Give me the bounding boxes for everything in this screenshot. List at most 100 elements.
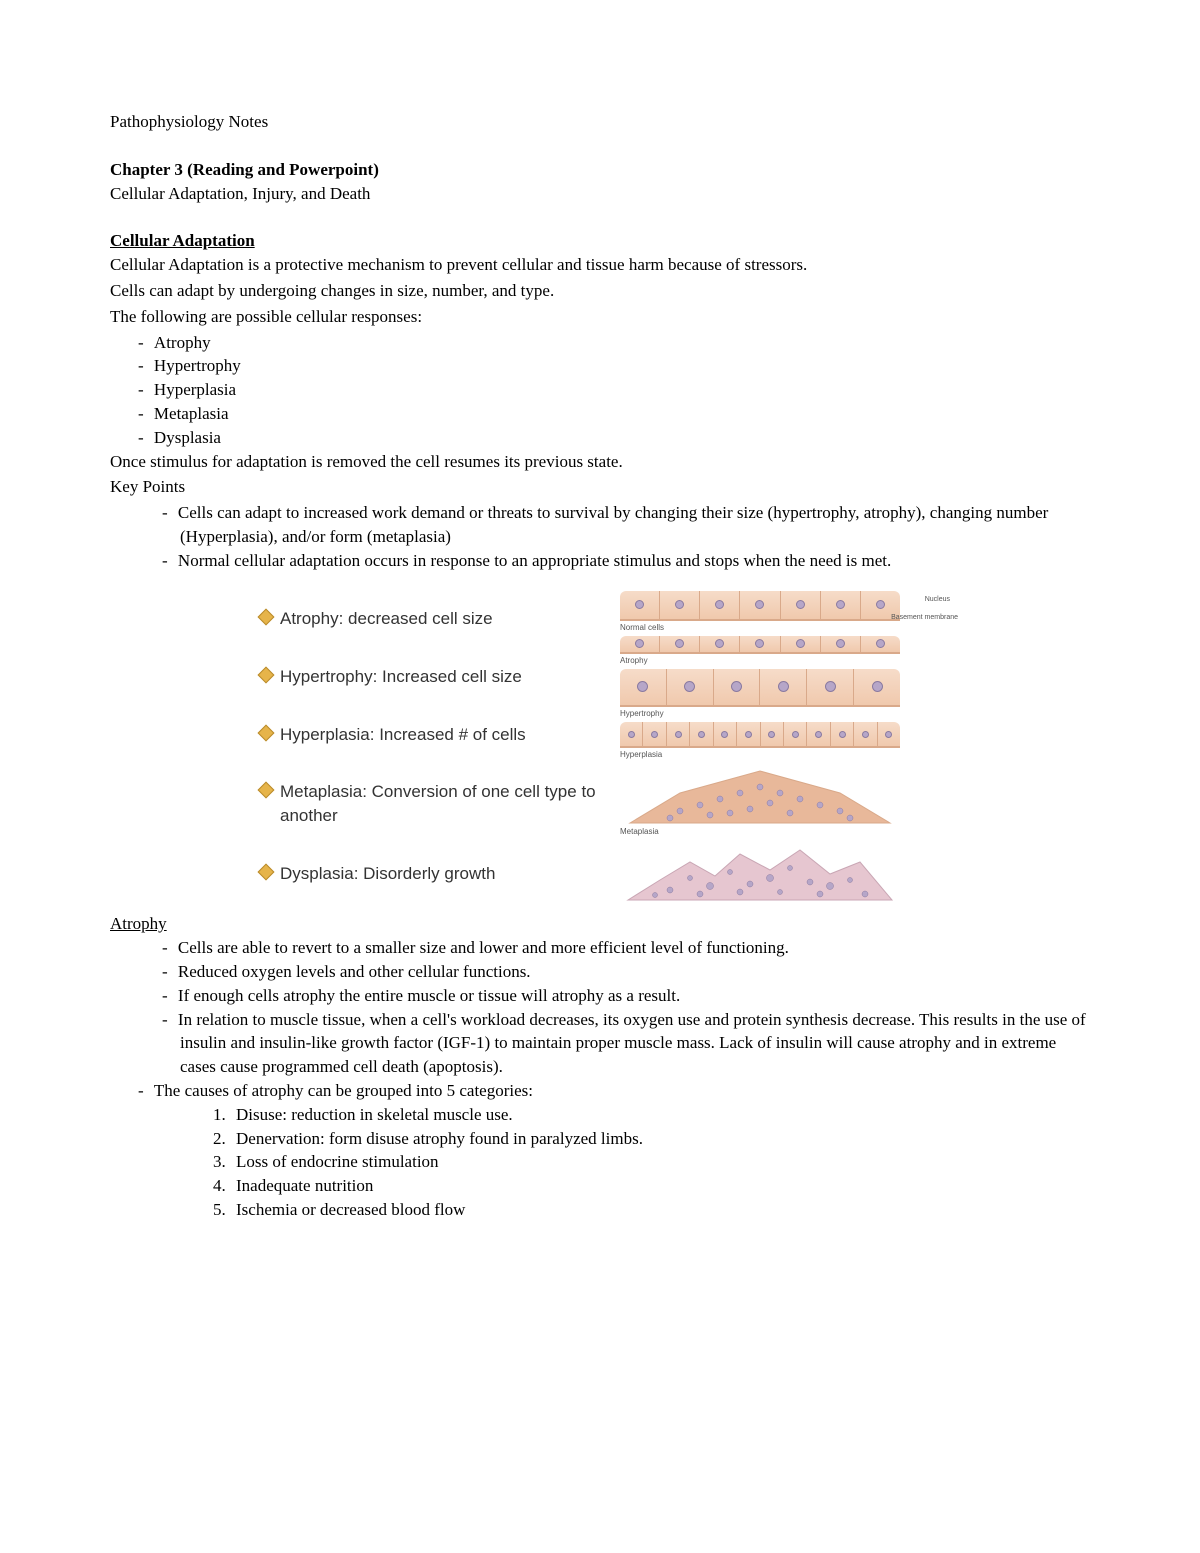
definition-dysplasia: Dysplasia: Disorderly growth: [260, 862, 600, 886]
diamond-bullet-icon: [258, 863, 275, 880]
paragraph: The following are possible cellular resp…: [110, 305, 1090, 329]
definition-text: Metaplasia: Conversion of one cell type …: [280, 780, 600, 828]
cell: [878, 722, 900, 746]
metaplasia-mound-icon: [620, 763, 900, 825]
nucleus-icon: [768, 731, 775, 738]
nucleus-icon: [675, 600, 684, 609]
atrophy-causes-list: Disuse: reduction in skeletal muscle use…: [110, 1103, 1090, 1222]
cells-atrophy: Atrophy: [620, 636, 900, 666]
keypoints-list: Cells can adapt to increased work demand…: [110, 501, 1090, 572]
cell: [854, 722, 877, 746]
nucleus-icon: [872, 681, 883, 692]
definition-atrophy: Atrophy: decreased cell size: [260, 607, 600, 631]
definition-metaplasia: Metaplasia: Conversion of one cell type …: [260, 780, 600, 828]
legend-nucleus: Nucleus: [925, 595, 950, 605]
diamond-bullet-icon: [258, 724, 275, 741]
nucleus-icon: [796, 639, 805, 648]
nucleus-icon: [635, 600, 644, 609]
nucleus-icon: [745, 731, 752, 738]
cells-metaplasia: Metaplasia: [620, 763, 900, 837]
cell: [807, 722, 830, 746]
nucleus-icon: [755, 639, 764, 648]
list-item: Inadequate nutrition: [230, 1174, 1090, 1198]
cell: [807, 669, 854, 705]
section-heading-cellular-adaptation: Cellular Adaptation: [110, 229, 1090, 253]
cell: [740, 636, 780, 652]
cell: [861, 636, 900, 652]
definition-hypertrophy: Hypertrophy: Increased cell size: [260, 665, 600, 689]
chapter-subtitle: Cellular Adaptation, Injury, and Death: [110, 182, 1090, 206]
list-item: The causes of atrophy can be grouped int…: [156, 1079, 1090, 1103]
nucleus-icon: [839, 731, 846, 738]
cell: [737, 722, 760, 746]
nucleus-icon: [876, 600, 885, 609]
cells-normal: Nucleus Basement membrane Normal cells: [620, 591, 900, 633]
list-item: Normal cellular adaptation occurs in res…: [180, 549, 1090, 573]
cell: [660, 591, 700, 619]
nucleus-icon: [628, 731, 635, 738]
list-item: Denervation: form disuse atrophy found i…: [230, 1127, 1090, 1151]
nucleus-icon: [731, 681, 742, 692]
nucleus-icon: [885, 731, 892, 738]
atrophy-bullets: Cells are able to revert to a smaller si…: [110, 936, 1090, 1079]
diamond-bullet-icon: [258, 609, 275, 626]
cell: [821, 636, 861, 652]
cells-hypertrophy: Hypertrophy: [620, 669, 900, 719]
cells-column: Nucleus Basement membrane Normal cells A…: [620, 591, 900, 903]
nucleus-icon: [675, 639, 684, 648]
row-label: Metaplasia: [620, 826, 900, 837]
list-item: Cells are able to revert to a smaller si…: [180, 936, 1090, 960]
nucleus-icon: [684, 681, 695, 692]
cell: [643, 722, 666, 746]
adaptation-diagram: Atrophy: decreased cell size Hypertrophy…: [110, 591, 1090, 903]
cell: [714, 722, 737, 746]
cell: [667, 722, 690, 746]
list-item: Ischemia or decreased blood flow: [230, 1198, 1090, 1222]
list-item: Hyperplasia: [156, 378, 1090, 402]
nucleus-icon: [815, 731, 822, 738]
cell: [690, 722, 713, 746]
chapter-title: Chapter 3 (Reading and Powerpoint): [110, 158, 1090, 182]
list-item: Cells can adapt to increased work demand…: [180, 501, 1090, 549]
row-label: Normal cells: [620, 622, 900, 633]
cell: [761, 722, 784, 746]
cell: [700, 636, 740, 652]
definition-text: Dysplasia: Disorderly growth: [280, 862, 495, 886]
list-item: Loss of endocrine stimulation: [230, 1150, 1090, 1174]
nucleus-icon: [792, 731, 799, 738]
nucleus-icon: [637, 681, 648, 692]
keypoints-label: Key Points: [110, 475, 1090, 499]
list-item: Hypertrophy: [156, 354, 1090, 378]
definition-text: Hypertrophy: Increased cell size: [280, 665, 522, 689]
cell: [740, 591, 780, 619]
cell: [781, 636, 821, 652]
list-item: Reduced oxygen levels and other cellular…: [180, 960, 1090, 984]
cells-hyperplasia: Hyperplasia: [620, 722, 900, 760]
list-item: Metaplasia: [156, 402, 1090, 426]
definition-hyperplasia: Hyperplasia: Increased # of cells: [260, 723, 600, 747]
nucleus-icon: [715, 600, 724, 609]
list-item: In relation to muscle tissue, when a cel…: [180, 1008, 1090, 1079]
cell: [714, 669, 761, 705]
nucleus-icon: [836, 639, 845, 648]
cell: [831, 722, 854, 746]
nucleus-icon: [796, 600, 805, 609]
diamond-bullet-icon: [258, 782, 275, 799]
cells-dysplasia: [620, 840, 900, 902]
list-item: If enough cells atrophy the entire muscl…: [180, 984, 1090, 1008]
cell: [700, 591, 740, 619]
nucleus-icon: [876, 639, 885, 648]
nucleus-icon: [862, 731, 869, 738]
list-item: Disuse: reduction in skeletal muscle use…: [230, 1103, 1090, 1127]
nucleus-icon: [778, 681, 789, 692]
nucleus-icon: [825, 681, 836, 692]
paragraph: Cells can adapt by undergoing changes in…: [110, 279, 1090, 303]
row-label: Hypertrophy: [620, 708, 900, 719]
cell: [760, 669, 807, 705]
document-title: Pathophysiology Notes: [110, 110, 1090, 134]
definition-text: Hyperplasia: Increased # of cells: [280, 723, 526, 747]
list-item: Dysplasia: [156, 426, 1090, 450]
cell: [620, 636, 660, 652]
legend-basement: Basement membrane: [891, 613, 958, 623]
nucleus-icon: [698, 731, 705, 738]
